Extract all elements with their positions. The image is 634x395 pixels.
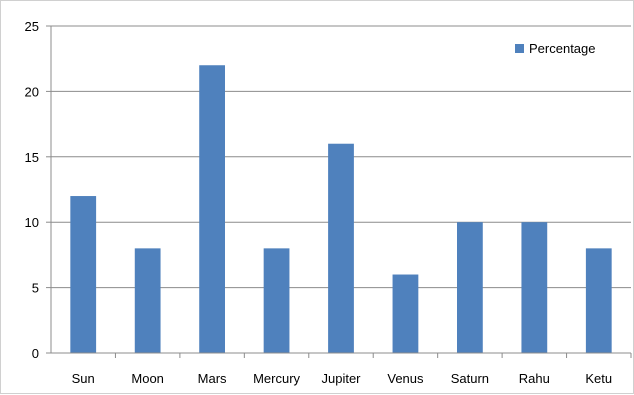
bar-rahu xyxy=(521,222,548,353)
y-tick-label-5: 5 xyxy=(32,281,39,296)
x-tick-label-jupiter: Jupiter xyxy=(321,371,361,386)
y-tick-label-15: 15 xyxy=(25,150,39,165)
y-axis-tick-labels: 0 5 10 15 20 25 xyxy=(25,19,39,361)
bar-saturn xyxy=(457,222,483,353)
legend: Percentage xyxy=(515,41,596,56)
bar-mercury xyxy=(263,248,290,353)
bar-moon xyxy=(134,248,161,353)
bar-jupiter xyxy=(328,143,354,353)
x-tick-label-ketu: Ketu xyxy=(585,371,612,386)
x-tick-label-saturn: Saturn xyxy=(451,371,489,386)
legend-swatch-percentage xyxy=(515,44,524,53)
bar-mars xyxy=(199,65,225,354)
x-tick-label-mars: Mars xyxy=(198,371,227,386)
x-tick-label-rahu: Rahu xyxy=(519,371,550,386)
bar-venus xyxy=(392,274,419,353)
bars xyxy=(70,65,612,354)
y-tick-label-10: 10 xyxy=(25,215,39,230)
y-tick-label-20: 20 xyxy=(25,84,39,99)
y-tick-label-25: 25 xyxy=(25,19,39,34)
bar-ketu xyxy=(585,248,612,353)
x-tick-label-venus: Venus xyxy=(387,371,424,386)
x-tick-label-mercury: Mercury xyxy=(253,371,300,386)
legend-label-percentage: Percentage xyxy=(529,41,596,56)
x-tick-label-moon: Moon xyxy=(131,371,164,386)
bar-sun xyxy=(70,196,97,353)
x-axis-tick-labels: Sun Moon Mars Mercury Jupiter Venus Saturn Rahu… xyxy=(72,371,613,386)
y-tick-label-0: 0 xyxy=(32,346,39,361)
x-tick-label-sun: Sun xyxy=(72,371,95,386)
axes xyxy=(46,25,632,358)
